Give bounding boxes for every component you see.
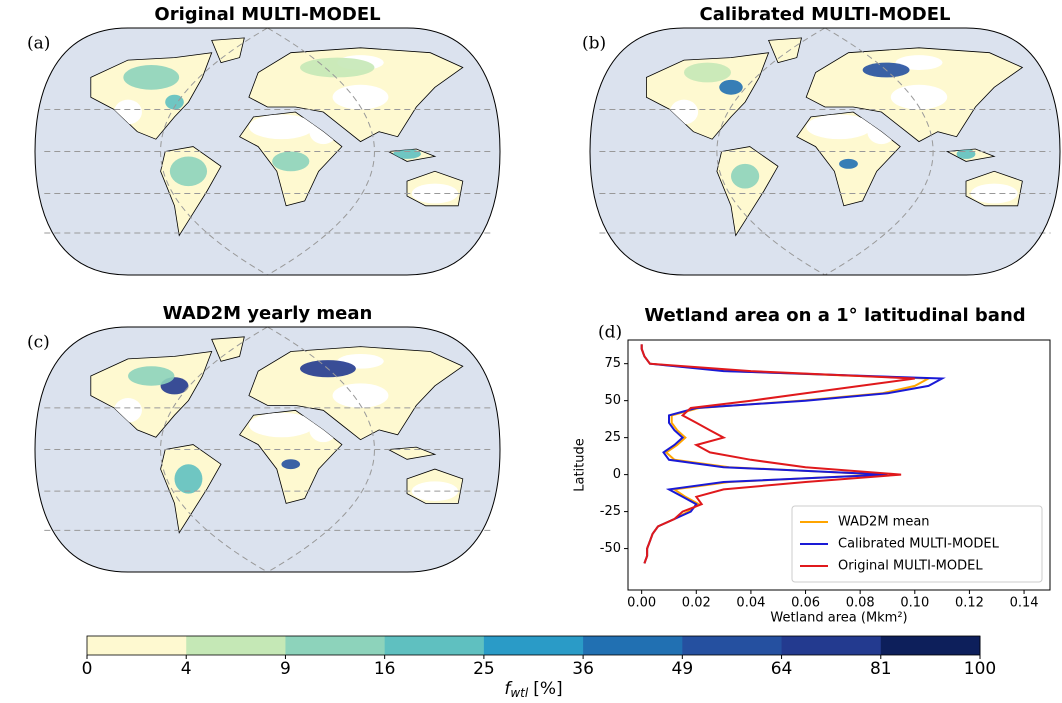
colorbar-segment	[583, 636, 683, 655]
panel-label: (b)	[582, 34, 606, 54]
panel-label: (c)	[27, 333, 50, 353]
dry-area	[806, 114, 872, 140]
wet-area	[272, 151, 310, 172]
wet-area	[281, 459, 301, 470]
y-tick-label: 75	[604, 356, 621, 371]
x-tick-label: 0.08	[846, 596, 875, 611]
colorbar-segment	[384, 636, 485, 655]
x-tick-label: 0.00	[627, 596, 656, 611]
map-title: Original MULTI-MODEL	[154, 4, 380, 25]
colorbar-label: fwtl [%]	[504, 679, 562, 699]
y-tick-label: 0	[613, 467, 621, 482]
x-tick-label: 0.10	[900, 596, 929, 611]
wet-area	[731, 163, 760, 189]
x-tick-label: 0.14	[1010, 596, 1039, 611]
colorbar-segment	[880, 636, 981, 655]
y-tick-label: 50	[604, 393, 621, 408]
colorbar-tick-label: 81	[870, 659, 892, 679]
colorbar-segment	[483, 636, 584, 655]
data-line	[640, 344, 915, 564]
map-border	[34, 27, 501, 276]
land-colors	[669, 55, 1018, 204]
colorbar-segment	[87, 636, 187, 655]
colorbar-tick-label: 0	[82, 659, 93, 679]
colorbar-tick-label: 49	[672, 659, 694, 679]
x-tick-label: 0.12	[955, 596, 984, 611]
wet-area	[839, 158, 858, 169]
graticule	[160, 27, 268, 276]
land	[716, 146, 779, 237]
land	[768, 37, 803, 64]
colorbar-segment	[682, 636, 783, 655]
legend-label: WAD2M mean	[838, 515, 930, 530]
colorbar-tick-label: 9	[280, 659, 291, 679]
x-tick-label: 0.06	[791, 596, 820, 611]
label-symbol: f	[504, 679, 513, 699]
colorbar-tick-label: 100	[964, 659, 996, 679]
dry-area	[248, 114, 314, 140]
chart-title: Wetland area on a 1° latitudinal band	[644, 305, 1025, 326]
graticule	[267, 27, 375, 276]
dry-area	[332, 383, 389, 408]
colorbar-segment	[285, 636, 386, 655]
land	[211, 37, 245, 64]
panel-label: (d)	[598, 323, 622, 343]
wet-area	[174, 464, 203, 494]
wet-area	[956, 149, 976, 159]
x-tick-label: 0.04	[736, 596, 765, 611]
panel-label: (a)	[27, 34, 50, 54]
land	[90, 351, 213, 438]
dry-area	[890, 84, 948, 110]
colorbar-tick-label: 64	[771, 659, 793, 679]
plot-frame	[627, 339, 1051, 591]
y-tick-label: -50	[600, 541, 621, 556]
colorbar-tick-label: 4	[181, 659, 192, 679]
colorbar-tick-label: 16	[374, 659, 396, 679]
colorbar-segment	[781, 636, 882, 655]
y-tick-label: -25	[600, 504, 621, 519]
colorbar-tick-label: 36	[572, 659, 594, 679]
wet-area	[684, 62, 731, 83]
colorbar-segment	[186, 636, 286, 655]
wet-area	[169, 156, 208, 187]
dry-area	[332, 84, 389, 110]
map-border	[34, 326, 501, 573]
dry-area	[895, 55, 943, 70]
land	[211, 336, 245, 362]
wet-area	[123, 65, 180, 90]
graticule	[824, 27, 934, 276]
colorbar-frame	[86, 635, 981, 656]
map-title: WAD2M yearly mean	[163, 303, 373, 324]
legend-label: Original MULTI-MODEL	[838, 559, 983, 574]
dry-area	[248, 412, 314, 438]
land-colors	[114, 353, 459, 501]
y-tick-label: 25	[604, 430, 621, 445]
wet-area	[719, 79, 743, 95]
wet-area	[165, 94, 184, 110]
map-border	[589, 27, 1061, 276]
y-axis-label: Latitude	[573, 438, 588, 492]
x-axis-label: Wetland area (Mkm²)	[770, 611, 907, 626]
x-tick-label: 0.02	[682, 596, 711, 611]
label-subscript: wtl	[510, 686, 529, 700]
map-title: Calibrated MULTI-MODEL	[700, 4, 951, 25]
wet-area	[128, 366, 175, 386]
land	[90, 52, 213, 140]
graticule	[716, 27, 826, 276]
label-unit: [%]	[533, 679, 562, 699]
colorbar-tick-label: 25	[473, 659, 495, 679]
land	[646, 52, 770, 140]
legend-label: Calibrated MULTI-MODEL	[838, 537, 1000, 552]
land	[387, 446, 437, 460]
legend-box	[791, 505, 1043, 583]
wet-area	[300, 57, 375, 78]
